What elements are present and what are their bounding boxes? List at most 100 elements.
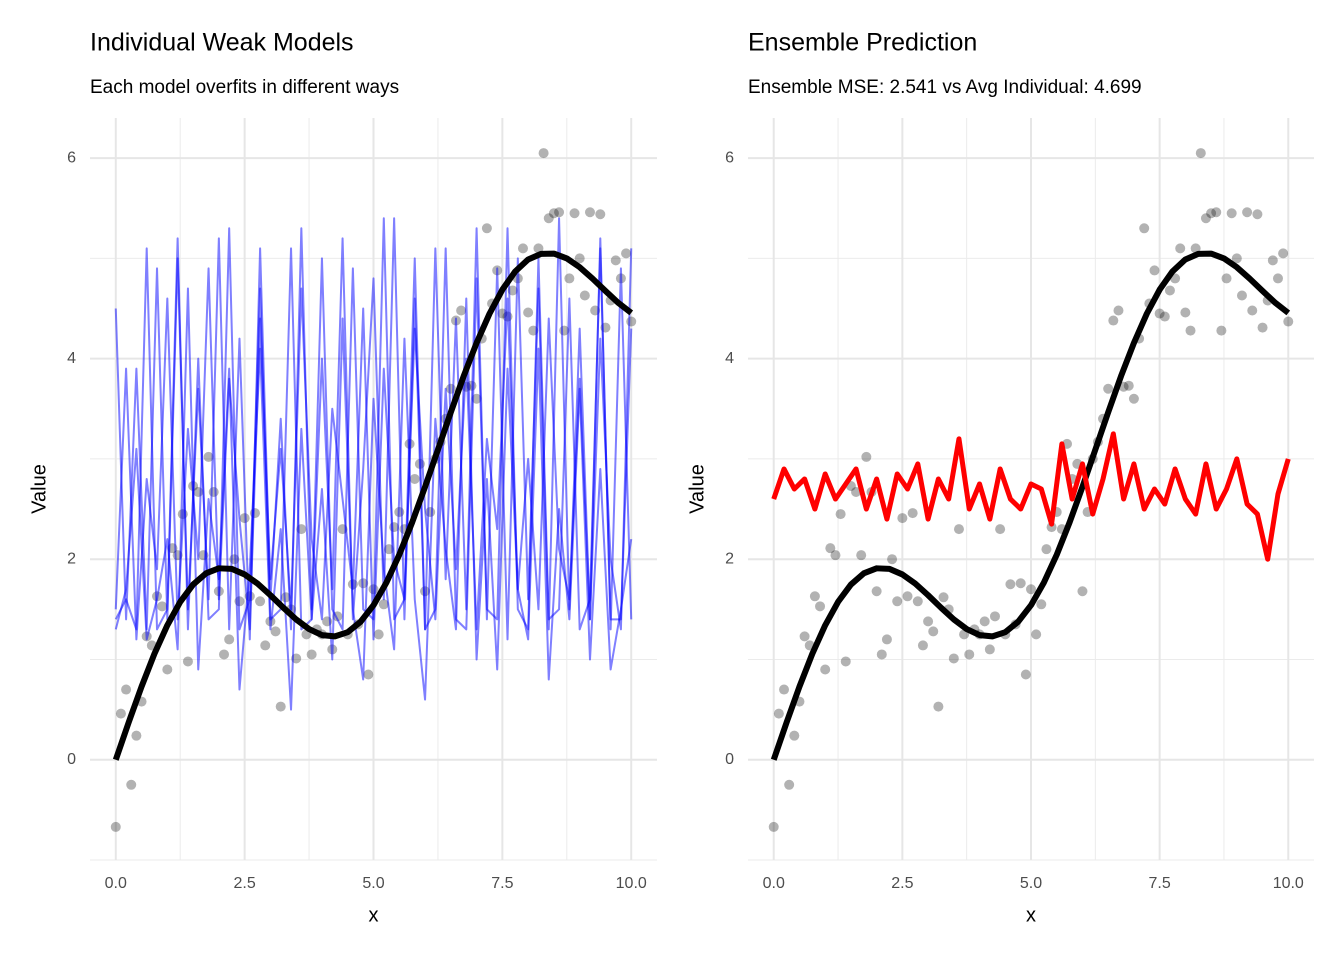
data-point bbox=[409, 473, 420, 484]
data-point bbox=[584, 207, 595, 218]
data-point bbox=[830, 550, 841, 561]
data-point bbox=[548, 208, 559, 219]
x-tick-label: 5.0 bbox=[362, 875, 384, 892]
data-point bbox=[538, 148, 549, 159]
data-point bbox=[378, 599, 389, 610]
data-point bbox=[876, 649, 887, 660]
data-point bbox=[948, 653, 959, 664]
data-point bbox=[574, 253, 585, 264]
data-point bbox=[610, 255, 621, 266]
data-point bbox=[110, 821, 121, 832]
panel: Individual Weak Models Each model overfit… bbox=[28, 29, 657, 926]
data-point bbox=[856, 550, 867, 561]
data-point bbox=[773, 708, 784, 719]
data-point bbox=[1113, 305, 1124, 316]
y-tick-label: 4 bbox=[725, 350, 734, 367]
data-point bbox=[1236, 290, 1247, 301]
y-axis-label: Value bbox=[686, 464, 708, 514]
chart-title: Individual Weak Models bbox=[90, 29, 354, 57]
data-point bbox=[224, 634, 235, 645]
data-point bbox=[1108, 315, 1119, 326]
data-point bbox=[363, 669, 374, 680]
data-point bbox=[964, 649, 975, 660]
data-point bbox=[219, 649, 230, 660]
data-point bbox=[1159, 311, 1170, 322]
data-point bbox=[953, 524, 964, 535]
data-point bbox=[182, 656, 193, 667]
x-tick-label: 2.5 bbox=[891, 875, 913, 892]
x-tick-label: 10.0 bbox=[616, 875, 647, 892]
data-point bbox=[1154, 308, 1165, 319]
data-point bbox=[126, 779, 137, 790]
data-point bbox=[1272, 273, 1283, 284]
y-tick-label: 2 bbox=[67, 550, 76, 567]
chart-subtitle: Ensemble MSE: 2.541 vs Avg Individual: 4… bbox=[748, 77, 1142, 98]
data-point bbox=[897, 513, 908, 524]
data-point bbox=[851, 487, 862, 498]
y-tick-label: 0 bbox=[725, 751, 734, 768]
data-point bbox=[768, 821, 779, 832]
data-point bbox=[373, 629, 384, 640]
x-tick-label: 0.0 bbox=[105, 875, 127, 892]
data-point bbox=[131, 730, 142, 741]
data-point bbox=[1278, 248, 1289, 259]
data-point bbox=[861, 451, 872, 462]
data-point bbox=[871, 586, 882, 597]
data-point bbox=[121, 684, 132, 695]
line-series bbox=[770, 250, 1291, 761]
y-tick-label: 0 bbox=[67, 751, 76, 768]
data-point bbox=[1216, 325, 1227, 336]
data-point bbox=[1015, 578, 1026, 589]
data-point bbox=[938, 592, 949, 603]
data-point bbox=[1180, 307, 1191, 318]
x-tick-label: 10.0 bbox=[1273, 875, 1304, 892]
data-point bbox=[621, 248, 632, 259]
data-point bbox=[569, 208, 580, 219]
data-point bbox=[260, 640, 271, 651]
data-point bbox=[1247, 305, 1258, 316]
y-tick-label: 4 bbox=[67, 350, 76, 367]
line-series bbox=[112, 250, 634, 761]
data-point bbox=[543, 213, 554, 224]
data-point bbox=[779, 684, 790, 695]
data-point bbox=[912, 596, 923, 607]
data-point bbox=[425, 507, 436, 518]
data-point bbox=[1026, 584, 1036, 595]
data-point bbox=[626, 316, 637, 327]
data-point bbox=[115, 708, 126, 719]
data-point bbox=[989, 611, 1000, 622]
data-point bbox=[275, 701, 286, 712]
line-series bbox=[114, 248, 633, 641]
x-axis-label: x bbox=[369, 904, 379, 926]
data-point bbox=[1190, 243, 1201, 254]
data-point bbox=[1031, 629, 1042, 640]
y-tick-label: 2 bbox=[725, 550, 734, 567]
x-axis-label: x bbox=[1026, 904, 1036, 926]
data-point bbox=[1283, 316, 1294, 327]
data-point bbox=[1139, 223, 1150, 234]
data-point bbox=[995, 524, 1006, 535]
panel: Ensemble Prediction Ensemble MSE: 2.541 v… bbox=[686, 29, 1314, 926]
data-point bbox=[820, 664, 831, 675]
chart-subtitle: Each model overfits in different ways bbox=[90, 77, 399, 98]
data-point bbox=[809, 591, 820, 602]
data-point bbox=[1123, 380, 1134, 391]
data-point bbox=[564, 273, 575, 284]
y-tick-label: 6 bbox=[67, 149, 76, 166]
data-point bbox=[306, 649, 317, 660]
x-tick-label: 7.5 bbox=[491, 875, 513, 892]
data-point bbox=[928, 626, 939, 637]
data-point bbox=[1103, 383, 1114, 394]
data-point bbox=[523, 307, 534, 318]
data-point bbox=[933, 701, 944, 712]
data-point bbox=[887, 554, 898, 565]
line-series bbox=[114, 287, 633, 711]
data-point bbox=[1267, 255, 1278, 266]
data-point bbox=[1020, 669, 1031, 680]
data-point bbox=[1252, 209, 1263, 220]
data-point bbox=[533, 243, 544, 254]
data-point bbox=[420, 586, 431, 597]
data-point bbox=[517, 243, 528, 254]
data-point bbox=[1195, 148, 1206, 159]
data-point bbox=[784, 779, 795, 790]
